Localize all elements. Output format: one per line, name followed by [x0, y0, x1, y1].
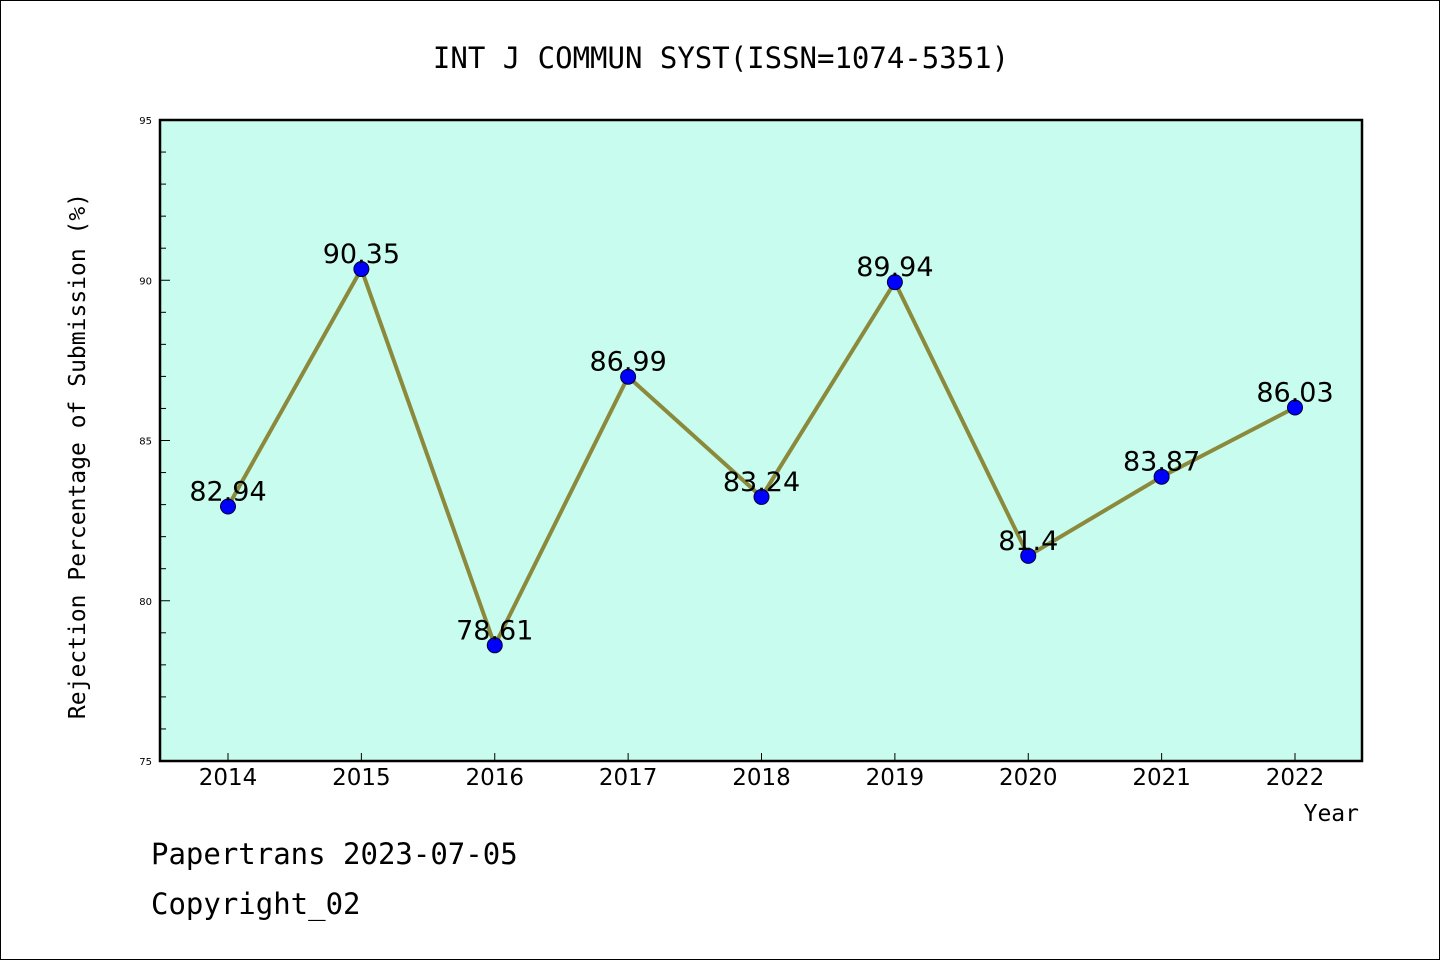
data-label: 89.94 — [856, 252, 933, 283]
y-tick-label: 75 — [139, 757, 152, 768]
y-tick-label: 80 — [139, 597, 152, 608]
data-label: 83.87 — [1123, 447, 1200, 478]
data-label: 78.61 — [456, 615, 533, 646]
x-tick-label: 2022 — [1266, 765, 1325, 791]
x-tick-label: 2014 — [199, 765, 258, 791]
footer-copyright: Copyright_02 — [151, 887, 361, 922]
data-label: 86.99 — [589, 347, 666, 378]
data-point — [886, 274, 903, 291]
y-axis: 75 80 85 90 95 — [139, 116, 170, 768]
data-label: 86.03 — [1256, 377, 1333, 408]
x-tick-label: 2016 — [465, 765, 524, 791]
y-tick-label: 90 — [139, 276, 152, 287]
data-label: 83.24 — [723, 467, 800, 498]
data-point — [1287, 399, 1303, 416]
x-axis: 2014 2015 2016 2017 2018 2019 2020 2021 2022 — [199, 753, 1325, 791]
data-point — [620, 368, 637, 385]
x-tick-label: 2017 — [599, 765, 658, 791]
x-tick-label: 2019 — [866, 765, 925, 791]
data-label: 82.94 — [189, 477, 266, 508]
x-tick-label: 2021 — [1132, 765, 1191, 791]
y-tick-label: 85 — [139, 437, 152, 448]
data-point — [1153, 468, 1170, 485]
data-label: 81.4 — [998, 526, 1058, 557]
x-tick-label: 2015 — [332, 765, 391, 791]
data-point — [353, 261, 370, 278]
y-axis-label: Rejection Percentage of Submission (%) — [65, 193, 91, 719]
x-tick-label: 2020 — [999, 765, 1058, 791]
data-point — [753, 488, 770, 505]
data-point — [1020, 547, 1037, 564]
data-point — [486, 637, 503, 654]
y-tick-label: 95 — [139, 116, 152, 127]
chart-title: INT J COMMUN SYST(ISSN=1074-5351) — [433, 41, 1009, 75]
data-label: 90.35 — [323, 239, 400, 270]
data-labels: 82.94 90.35 78.61 86.99 83.24 89.94 81.4 83.87 8… — [189, 239, 1333, 646]
footer-papertrans: Papertrans 2023-07-05 — [151, 837, 518, 871]
data-point — [220, 498, 236, 515]
x-axis-label: Year — [1304, 801, 1359, 827]
x-tick-label: 2018 — [732, 765, 791, 791]
plot-area — [158, 118, 1364, 763]
series-markers — [220, 261, 1303, 654]
